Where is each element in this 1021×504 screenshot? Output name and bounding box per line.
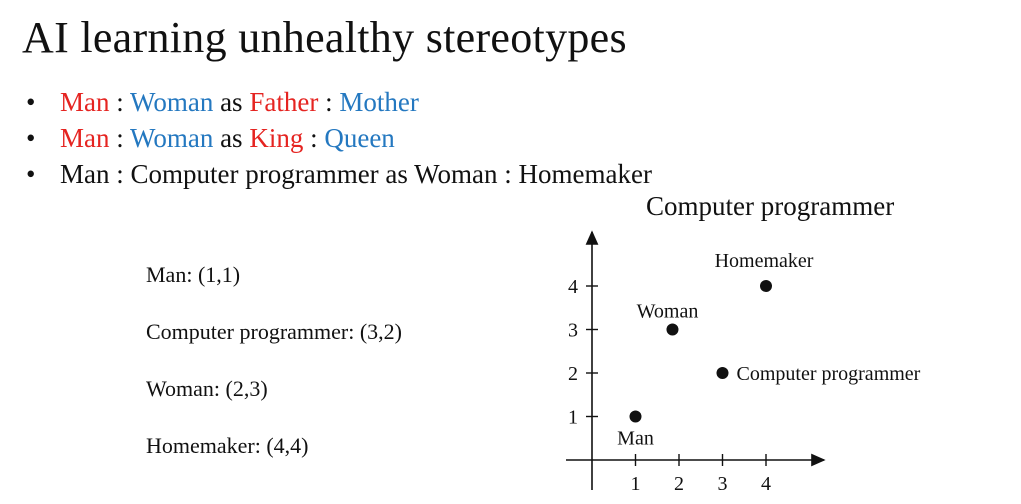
coordinate-item: Homemaker: (4,4) [146,433,309,458]
x-tick-label: 3 [718,473,728,495]
bullet-term: King [249,123,304,153]
x-tick-label: 2 [674,473,684,495]
bullet-item: Man : Computer programmer as Woman : Hom… [26,156,652,192]
data-point-label: Woman [637,301,699,323]
bullet-separator: : [109,87,131,117]
bullet-separator: : [318,87,340,117]
bullet-separator: : [109,123,131,153]
coordinate-item: Man: (1,1) [146,262,241,287]
data-point [760,280,772,292]
data-point-label: Homemaker [715,250,814,272]
data-point [716,367,729,379]
x-tick-label: 1 [631,473,641,495]
bullet-text: Man : Computer programmer as Woman : Hom… [60,159,652,189]
y-tick-label: 1 [568,407,578,429]
bullet-connector: as [213,87,250,117]
data-point [629,410,642,423]
bullet-term: Queen [324,123,395,153]
data-point-label: Man [617,428,654,450]
bullet-list: Man : Woman as Father : Mother Man : Wom… [26,84,652,192]
bullet-term: Mother [339,87,419,117]
bullet-term: Man [60,87,110,117]
slide-title: AI learning unhealthy stereotypes [22,13,627,62]
x-tick-label: 4 [761,473,771,495]
bullet-continuation: Computer programmer [646,191,895,221]
bullet-term: Father [249,87,319,117]
bullet-item: Man : Woman as King : Queen [26,120,652,156]
y-tick-label: 2 [568,363,578,385]
coordinate-item: Computer programmer: (3,2) [146,319,402,344]
bullet-connector: as [213,123,250,153]
bullet-term: Woman [130,123,214,153]
data-point-label: Computer programmer [737,363,921,385]
coordinate-list: Man: (1,1) Computer programmer: (3,2) Wo… [146,256,402,484]
bullet-separator: : [303,123,325,153]
bullet-term: Man [60,123,110,153]
data-point [666,323,679,336]
bullet-item: Man : Woman as Father : Mother [26,84,652,120]
y-tick-label: 4 [568,276,578,298]
y-tick-label: 3 [568,320,578,342]
bullet-term: Woman [130,87,214,117]
coordinate-item: Woman: (2,3) [146,376,268,401]
